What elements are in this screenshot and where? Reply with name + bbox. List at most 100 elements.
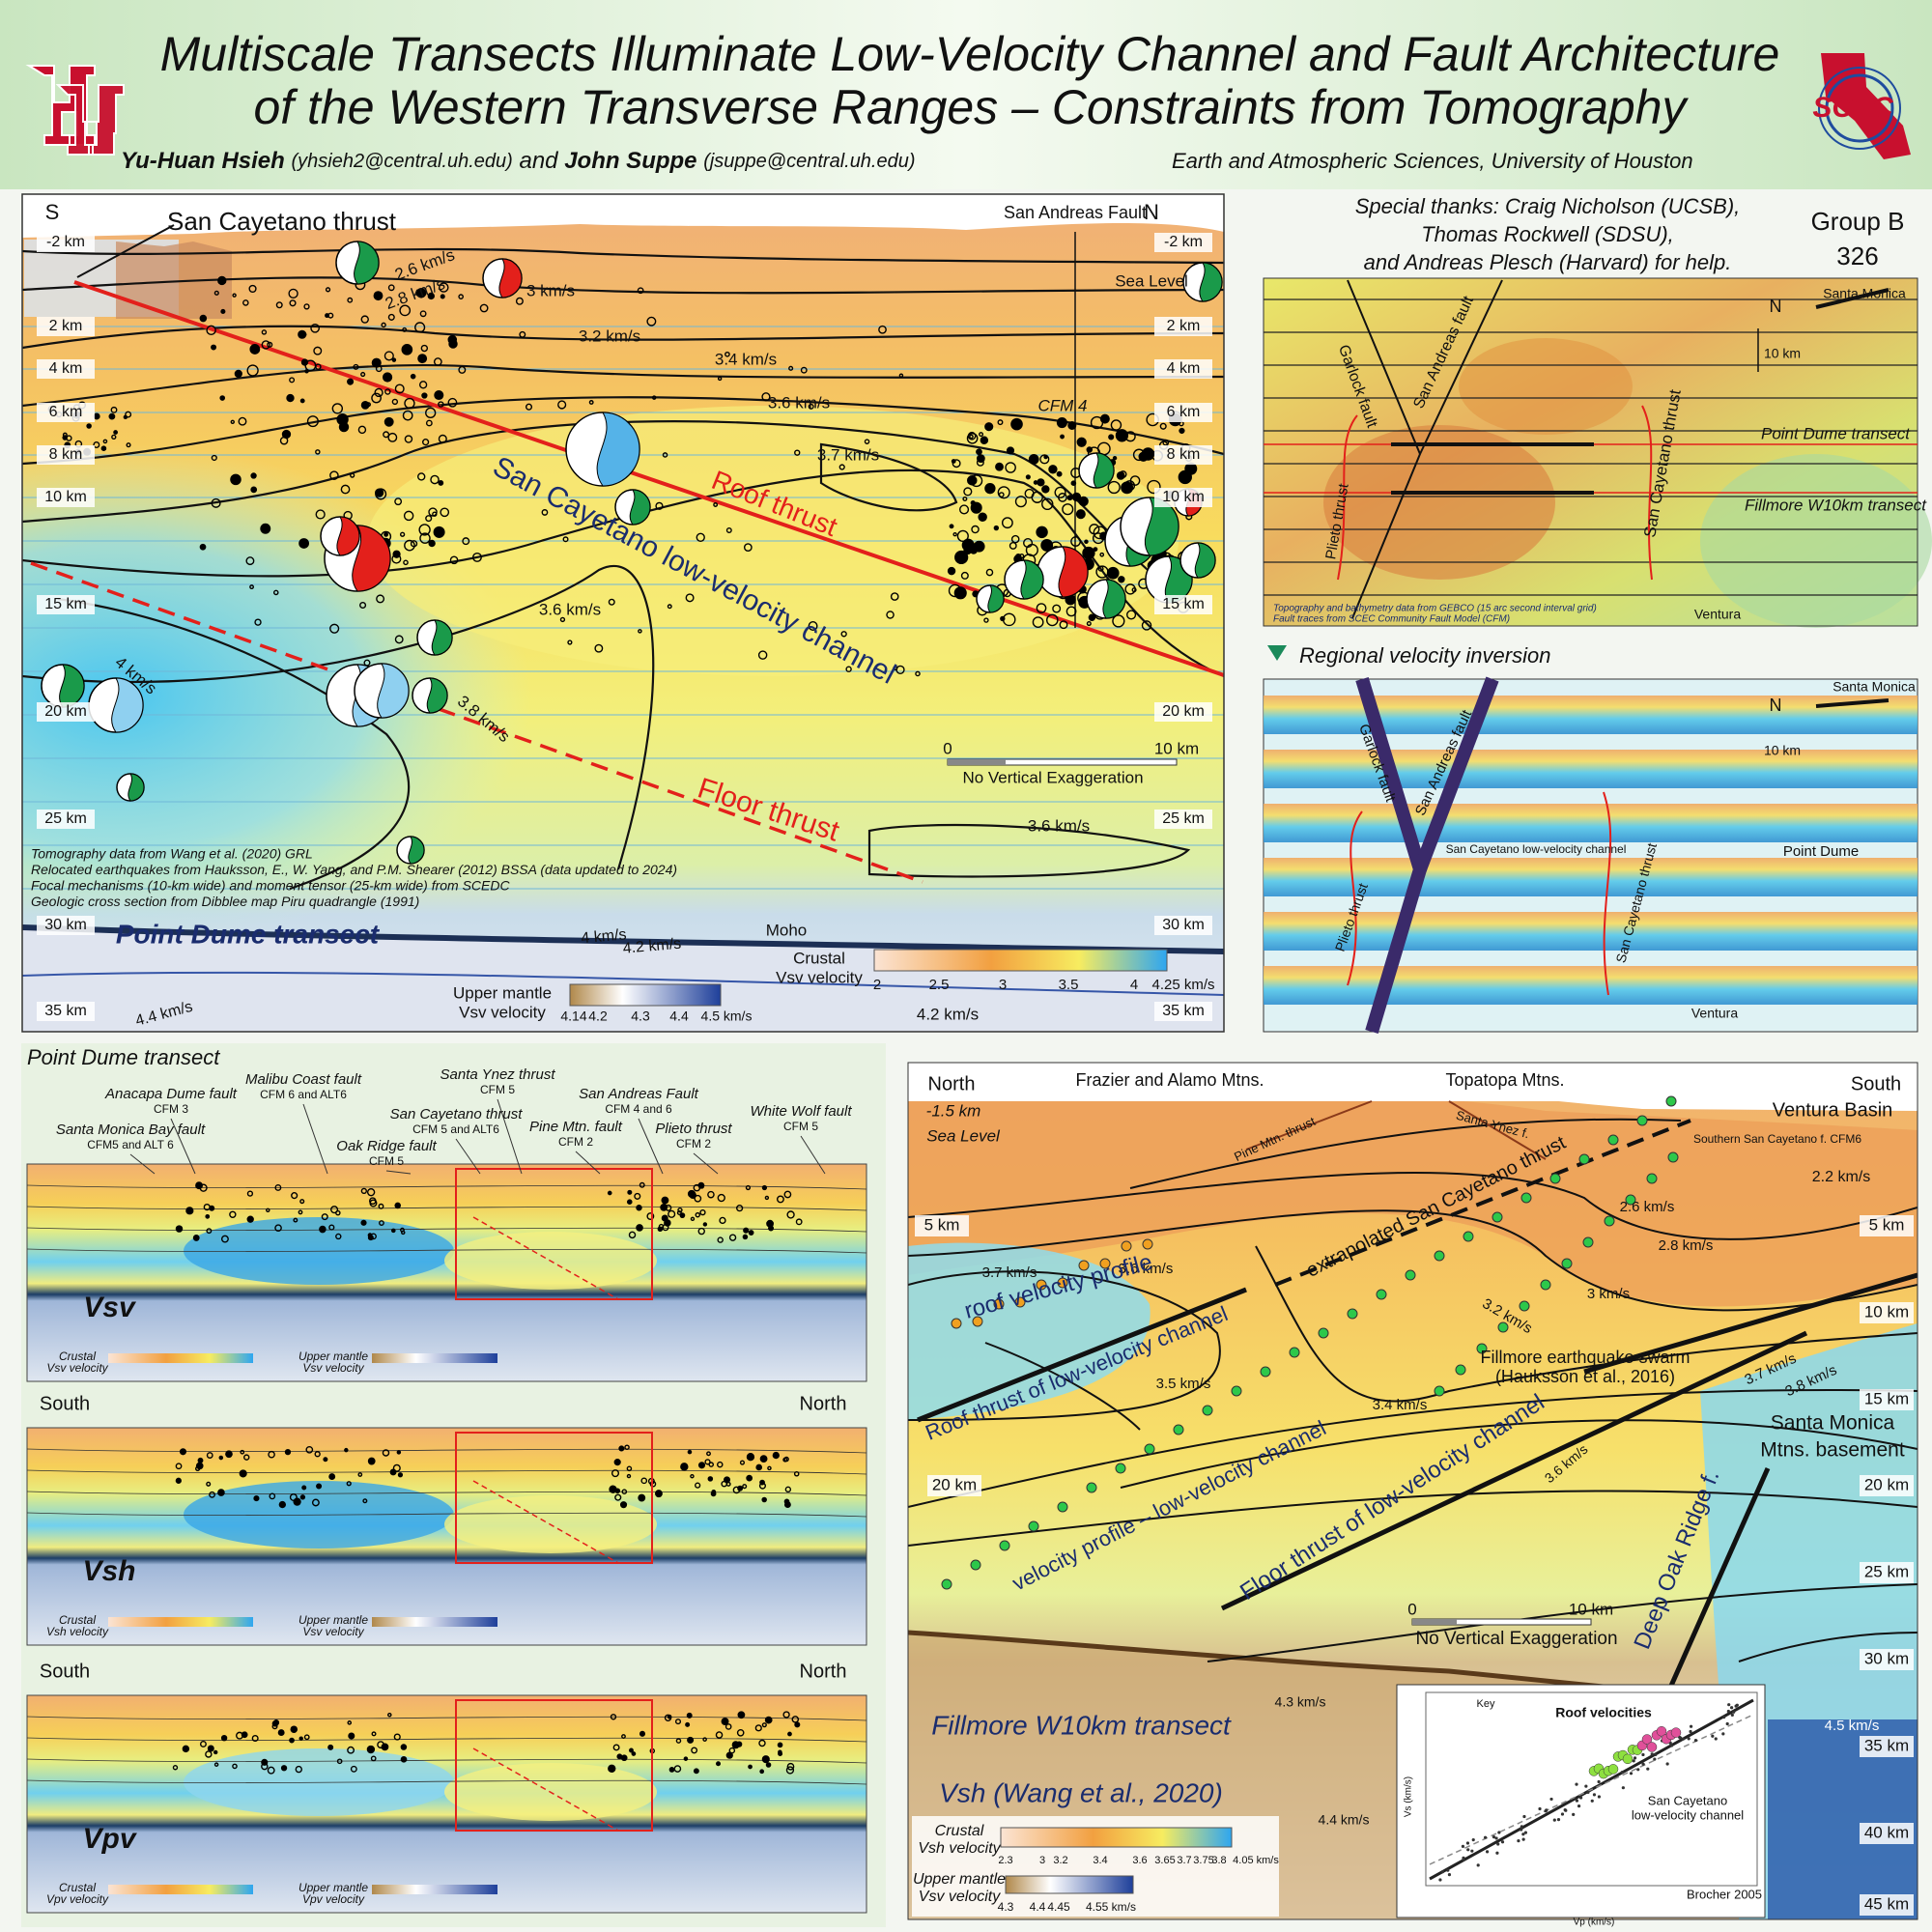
earthquake [674, 1719, 682, 1725]
inset-point [1590, 1799, 1594, 1803]
inset-point [1730, 1713, 1734, 1718]
label: Vp (km/s) [1574, 1918, 1615, 1928]
earthquake [969, 434, 974, 440]
earthquake [689, 1191, 696, 1199]
panel-name: Vpv [82, 1823, 137, 1855]
earthquake [613, 1459, 621, 1466]
earthquake [360, 315, 369, 324]
earthquake [418, 381, 428, 389]
label: 3.6 km/s [768, 393, 830, 412]
inset-point [1471, 1838, 1475, 1842]
earthquake [387, 432, 398, 442]
channel-profile-point [1115, 1463, 1126, 1474]
earthquake [211, 344, 217, 351]
legend-tick: 4.45 [1047, 1900, 1070, 1914]
earthquake [628, 1231, 637, 1239]
earthquake [305, 1445, 314, 1454]
inset-point [1654, 1752, 1658, 1756]
label: Point Dume transect [116, 919, 381, 949]
focal-mechanism [336, 516, 360, 556]
legend-tick: 3 [1039, 1855, 1045, 1866]
earthquake [687, 1449, 693, 1455]
label: Point Dume transect [1761, 424, 1911, 442]
earthquake [220, 308, 226, 315]
earthquake [736, 1728, 745, 1737]
earthquake [347, 297, 354, 303]
earthquake [440, 507, 450, 518]
earthquake [660, 1203, 668, 1211]
earthquake [611, 1469, 620, 1478]
earthquake [232, 1763, 238, 1770]
earthquake [209, 1491, 215, 1498]
earthquake [350, 1765, 357, 1773]
inset-point [1726, 1709, 1730, 1714]
fault-cfm: CFM 5 [369, 1154, 404, 1168]
roof-profile-point [1434, 1385, 1445, 1397]
earthquake [1070, 480, 1077, 487]
earthquake [788, 365, 794, 371]
earthquake [123, 414, 128, 420]
earthquake [800, 366, 808, 374]
label: Ventura [1694, 607, 1741, 622]
conjunction: and [519, 148, 558, 174]
earthquake [234, 369, 242, 379]
depth-label-bg [37, 488, 95, 507]
earthquake [668, 1767, 675, 1773]
channel-profile-point [1057, 1501, 1068, 1513]
fault-surface [1413, 676, 1499, 872]
velocity-section [26, 1163, 867, 1382]
earthquake [260, 523, 271, 534]
roof-thrust [73, 280, 1224, 677]
inset-point [1497, 1831, 1501, 1834]
earthquake [1045, 613, 1059, 627]
earthquake [997, 486, 1010, 499]
inset-point [1621, 1786, 1625, 1790]
depth-label-bg [1154, 317, 1212, 336]
earthquake [736, 1205, 744, 1212]
earthquake [381, 1743, 389, 1751]
depth-label-bg [37, 1002, 95, 1021]
earthquake [325, 313, 330, 319]
focal-mechanism [1194, 542, 1216, 579]
earthquake [291, 1192, 298, 1200]
panel-name: Vsv [83, 1292, 137, 1323]
depth-label: 30 km [1864, 1649, 1909, 1667]
earthquake [761, 1722, 767, 1728]
header-band [0, 0, 1932, 189]
label: (Hauksson et al., 2016) [1495, 1367, 1675, 1386]
earthquake [195, 1181, 203, 1190]
earthquake [979, 432, 984, 438]
earthquake [391, 357, 397, 362]
contour [1207, 1583, 1918, 1662]
earthquake [1118, 576, 1125, 583]
earthquake [783, 1456, 789, 1463]
inset-point [1727, 1703, 1731, 1707]
earthquake [655, 501, 664, 510]
fault-label: Malibu Coast fault [245, 1071, 362, 1088]
pointer [76, 224, 175, 278]
earthquake [687, 1736, 695, 1744]
contour [908, 1490, 1918, 1547]
earthquake [422, 439, 430, 446]
depth-label-bg [1154, 403, 1212, 422]
legend-tick: 4.5 km/s [701, 1009, 753, 1024]
direction-label: North [800, 1393, 847, 1414]
depth-label-bg [1860, 1649, 1914, 1670]
earthquake [637, 287, 644, 295]
earthquake [614, 1488, 621, 1494]
credit: Geologic cross section from Dibblee map … [31, 894, 419, 909]
earthquake [401, 344, 413, 355]
fault-label: Santa Monica Bay fault [56, 1122, 206, 1138]
earthquake [783, 1190, 792, 1199]
inset-point [1714, 1737, 1718, 1741]
earthquake [375, 488, 384, 497]
earthquake [314, 1451, 321, 1458]
channel-profile-point [1376, 1289, 1387, 1300]
legend-tick: 2.5 [929, 977, 950, 993]
earthquake [675, 1738, 682, 1744]
earthquake [626, 1465, 633, 1472]
earthquake [668, 1209, 676, 1218]
earthquake [621, 1734, 626, 1739]
leader [455, 1138, 481, 1175]
roof-profile-point [1519, 1300, 1530, 1312]
